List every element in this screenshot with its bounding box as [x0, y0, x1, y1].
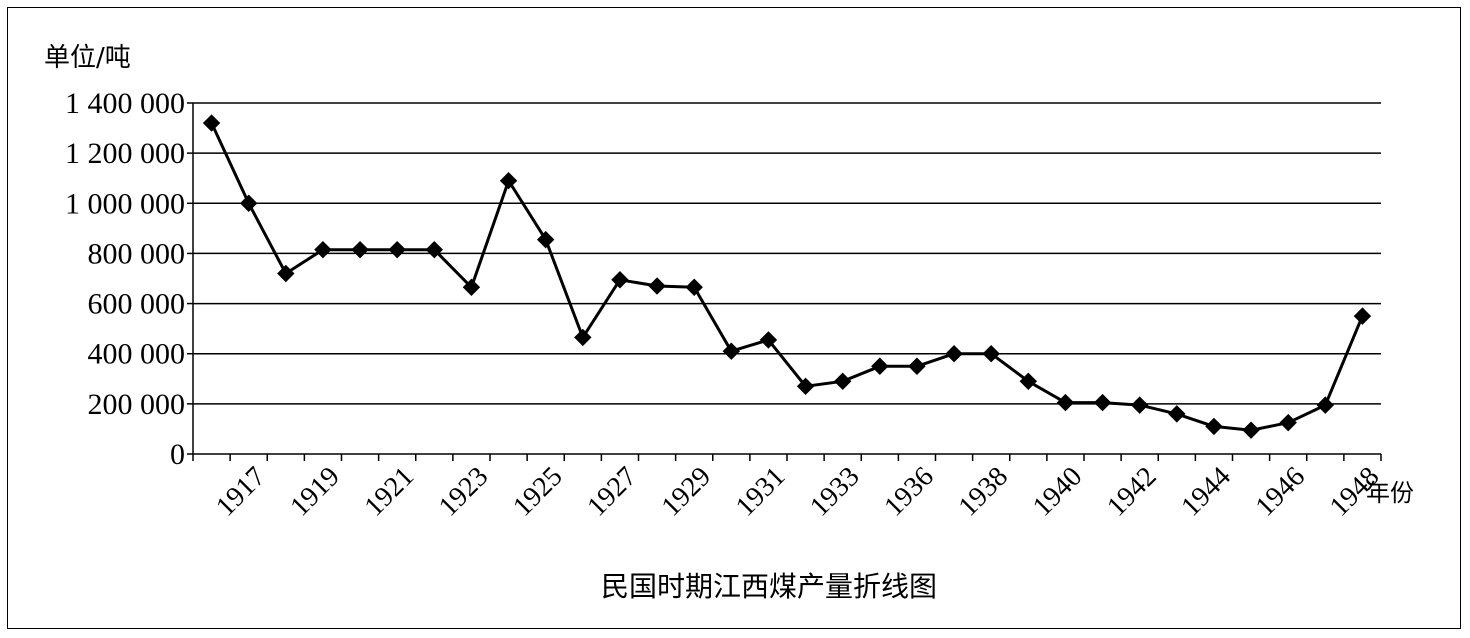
- data-point: [871, 357, 889, 375]
- x-tick-label: 1944: [1175, 461, 1237, 523]
- data-point: [1242, 421, 1260, 439]
- y-axis-label: 单位/吨: [44, 43, 131, 73]
- data-point: [425, 240, 444, 259]
- data-point: [202, 114, 221, 132]
- data-point: [1316, 396, 1335, 414]
- x-tick-label: 1927: [581, 461, 643, 523]
- data-point: [982, 345, 1000, 363]
- y-tick-label: 1 000 000: [65, 187, 185, 220]
- data-point: [611, 271, 629, 289]
- data-point: [239, 194, 258, 212]
- data-point: [1093, 393, 1112, 412]
- y-tick-labels: 0 200 000 400 000 600 000 800 000 1 000 000 1 …: [65, 87, 185, 471]
- data-point: [1353, 307, 1372, 325]
- data-point: [1279, 413, 1297, 432]
- y-tick-label: 800 000: [88, 237, 186, 270]
- data-point: [833, 372, 852, 390]
- data-point: [722, 342, 741, 360]
- x-tick-label: 1931: [730, 461, 792, 523]
- data-point: [314, 240, 332, 259]
- data-point: [462, 278, 481, 296]
- data-point: [685, 278, 703, 296]
- data-point: [277, 264, 295, 283]
- line-chart: 0 200 000 400 000 600 000 800 000 1 000 000 1 …: [44, 43, 1414, 603]
- data-point: [796, 377, 815, 396]
- data-point: [1056, 393, 1075, 412]
- y-tick-label: 0: [170, 438, 185, 471]
- chart-title: 民国时期江西煤产量折线图: [601, 570, 937, 603]
- data-point: [1019, 372, 1038, 390]
- axis-layer: [187, 102, 1382, 461]
- data-point: [351, 240, 369, 259]
- x-tick-label: 1921: [359, 461, 421, 523]
- y-tick-label: 400 000: [88, 338, 186, 371]
- data-point: [536, 230, 555, 249]
- x-tick-label: 1919: [284, 461, 346, 523]
- x-tick-label: 1936: [878, 461, 940, 523]
- x-axis-label: 年份: [1366, 479, 1414, 507]
- x-tick-labels: 1917 1919 1921 1923 1925 1927 1929 1931 1933 1936…: [210, 461, 1385, 523]
- data-point: [759, 331, 778, 349]
- data-point: [1130, 396, 1149, 414]
- x-tick-label: 1946: [1250, 461, 1312, 523]
- series-coal-output: [202, 114, 1372, 439]
- data-point: [388, 240, 406, 259]
- y-tick-label: 600 000: [88, 288, 186, 321]
- data-point: [945, 345, 963, 363]
- y-tick-label: 1 400 000: [65, 87, 185, 120]
- x-tick-label: 1942: [1101, 461, 1163, 523]
- chart-frame: 0 200 000 400 000 600 000 800 000 1 000 000 1 …: [7, 7, 1461, 629]
- x-tick-label: 1940: [1027, 461, 1089, 523]
- data-point: [499, 172, 518, 190]
- x-tick-label: 1923: [433, 461, 495, 523]
- x-tick-label: 1917: [210, 461, 272, 523]
- data-point: [908, 357, 926, 375]
- data-point: [1205, 417, 1223, 436]
- y-tick-label: 200 000: [88, 388, 186, 421]
- x-tick-label: 1929: [656, 461, 718, 523]
- series-line: [210, 122, 1364, 432]
- grid-layer: [193, 102, 1381, 405]
- data-point: [1168, 405, 1186, 423]
- x-tick-label: 1938: [953, 461, 1015, 523]
- x-tick-label: 1933: [804, 461, 866, 523]
- y-tick-label: 1 200 000: [65, 137, 185, 170]
- x-tick-label: 1925: [507, 461, 569, 523]
- data-point: [574, 328, 592, 347]
- data-point: [648, 277, 666, 295]
